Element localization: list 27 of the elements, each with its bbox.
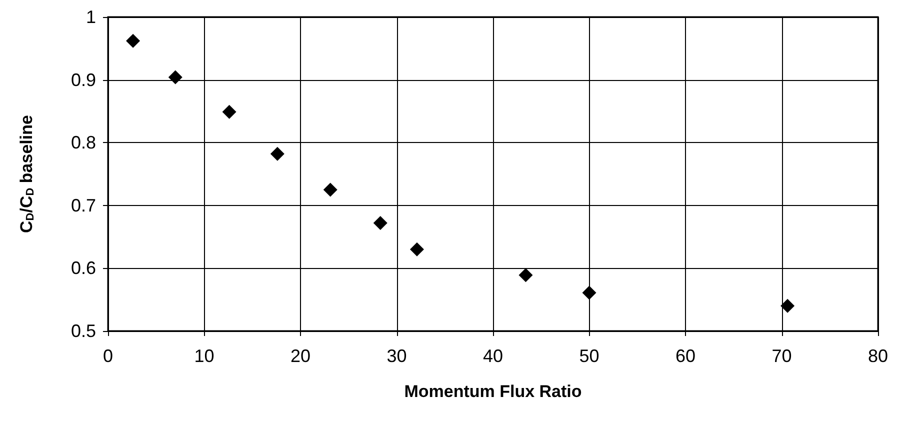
x-tick-label: 80 bbox=[868, 346, 888, 366]
x-tick-label: 40 bbox=[482, 346, 504, 366]
y-tick-label: 0.5 bbox=[70, 321, 96, 341]
x-tick-label: 60 bbox=[675, 346, 696, 366]
x-tick-label: 20 bbox=[290, 346, 311, 366]
y-tick-label: 0.7 bbox=[70, 195, 96, 216]
x-tick-label: 0 bbox=[102, 346, 114, 366]
y-tick-label: 1 bbox=[86, 7, 96, 27]
x-tick-label: 70 bbox=[772, 346, 792, 366]
point bbox=[323, 182, 338, 197]
x-tick-label: 10 bbox=[194, 346, 214, 366]
point bbox=[410, 242, 424, 256]
point bbox=[270, 146, 284, 161]
y-tick-label: 0.8 bbox=[70, 132, 96, 153]
point bbox=[168, 70, 182, 84]
point bbox=[373, 216, 388, 230]
point bbox=[582, 286, 596, 300]
y-axis-title: CD/CD baseline bbox=[17, 115, 36, 233]
point bbox=[518, 268, 533, 282]
y-tick-label: 0.6 bbox=[70, 258, 96, 278]
point bbox=[222, 104, 236, 119]
point bbox=[126, 34, 140, 48]
y-tick-label: 0.9 bbox=[70, 70, 96, 90]
x-axis-title: Momentum Flux Ratio bbox=[404, 382, 582, 401]
point bbox=[780, 298, 795, 313]
x-tick-label: 50 bbox=[579, 346, 600, 366]
x-tick-label: 30 bbox=[386, 346, 407, 366]
